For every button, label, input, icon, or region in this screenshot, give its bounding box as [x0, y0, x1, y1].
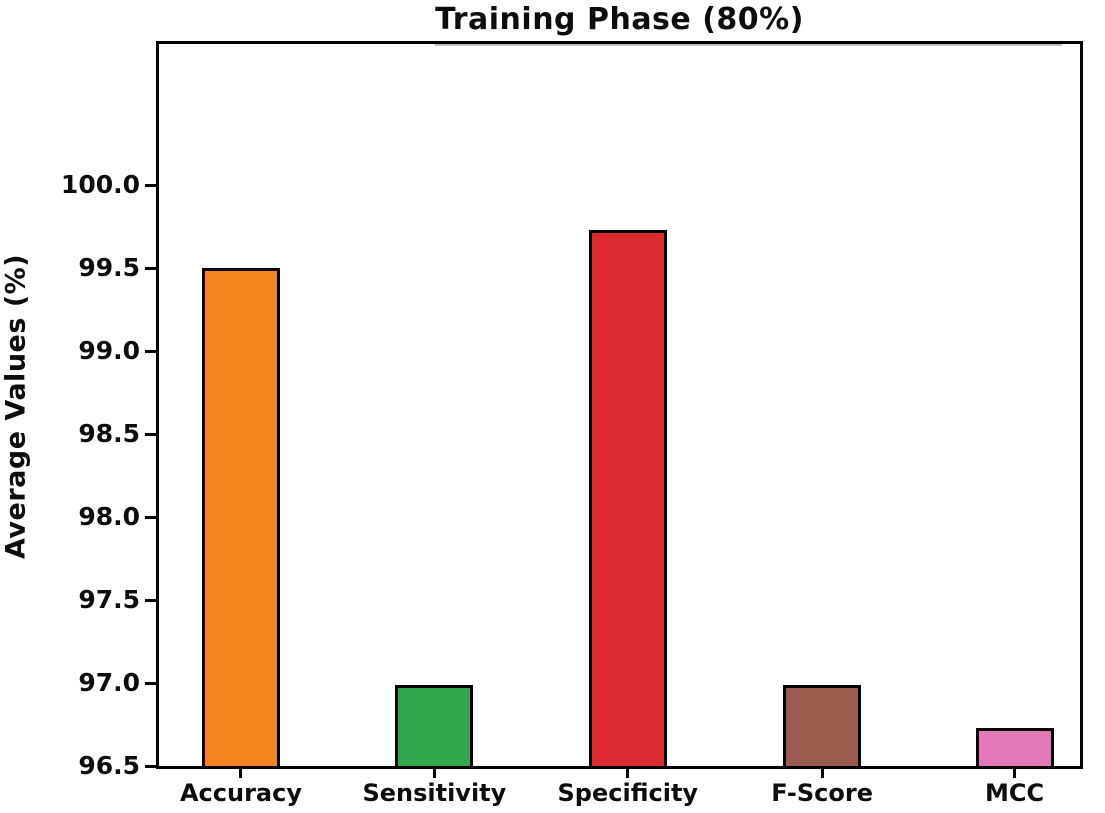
y-tick-label: 99.5	[78, 253, 140, 283]
bar-f-score	[783, 685, 862, 766]
x-tick-label: Accuracy	[179, 779, 302, 807]
x-tick-label: MCC	[985, 779, 1045, 807]
plot-area	[156, 41, 1083, 769]
y-tick-mark	[145, 598, 156, 602]
x-tick-label: F-Score	[771, 779, 873, 807]
x-tick-mark	[1013, 769, 1017, 778]
cropped-text-artifact	[435, 44, 1062, 46]
y-tick-mark	[145, 432, 156, 436]
y-tick-label: 97.0	[78, 668, 140, 697]
y-tick-label: 97.5	[78, 585, 140, 615]
y-tick-mark	[145, 681, 156, 685]
y-tick-mark	[145, 183, 156, 187]
x-tick-label: Sensitivity	[362, 779, 507, 807]
bar-mcc	[975, 728, 1054, 766]
y-tick-label: 98.0	[78, 502, 140, 532]
bar-sensitivity	[395, 685, 474, 766]
y-tick-mark	[145, 764, 156, 768]
x-tick-mark	[239, 769, 243, 778]
chart-title: Training Phase (80%)	[435, 2, 804, 37]
y-tick-label: 96.5	[78, 751, 140, 780]
bar-accuracy	[201, 268, 280, 766]
y-tick-mark	[145, 349, 156, 353]
x-tick-mark	[820, 769, 824, 778]
x-tick-mark	[626, 769, 630, 778]
y-tick-label: 98.5	[78, 419, 140, 449]
y-tick-mark	[145, 266, 156, 270]
y-tick-label: 100.0	[60, 170, 140, 200]
x-tick-label: Specificity	[557, 779, 699, 807]
y-tick-mark	[145, 515, 156, 519]
bar-specificity	[588, 230, 667, 766]
y-tick-label: 99.0	[78, 336, 140, 366]
x-tick-mark	[432, 769, 436, 778]
